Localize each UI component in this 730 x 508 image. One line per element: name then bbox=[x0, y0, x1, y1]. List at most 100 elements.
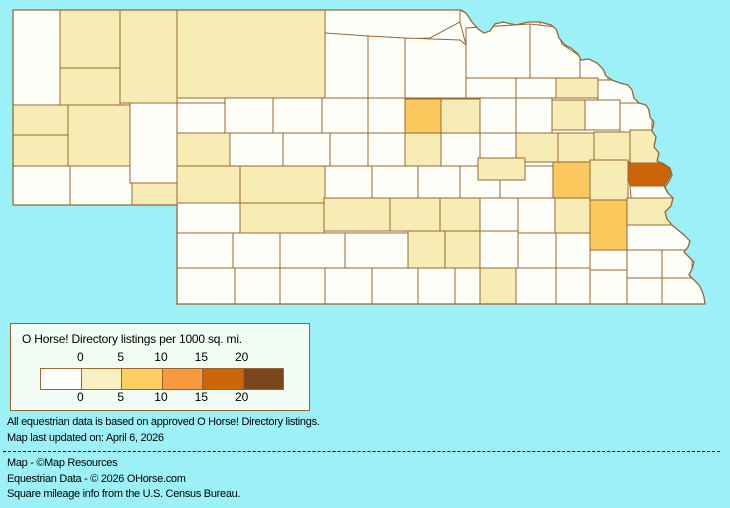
nebraska-map bbox=[12, 9, 706, 305]
legend-tick-label: 20 bbox=[234, 350, 249, 364]
county-se-2 bbox=[517, 197, 556, 234]
county-east-1 bbox=[589, 159, 629, 201]
county-cen-5 bbox=[584, 99, 621, 131]
county-rowc-10 bbox=[589, 249, 628, 271]
county-nw-4 bbox=[59, 67, 121, 106]
state-outline bbox=[12, 9, 706, 305]
county-rowd-10 bbox=[555, 267, 591, 304]
credit-line-data: Equestrian Data - © 2026 OHorse.com bbox=[7, 472, 186, 485]
county-pan-2 bbox=[13, 134, 69, 167]
legend-ticks-top: 0 5 10 15 20 bbox=[11, 350, 309, 364]
legend-swatch-0 bbox=[41, 369, 81, 389]
county-west-1 bbox=[176, 165, 241, 204]
county-cenr-6 bbox=[477, 157, 526, 181]
legend-tick-label: 0 bbox=[76, 390, 84, 404]
legend-swatch-1 bbox=[80, 369, 121, 389]
legend-box: O Horse! Directory listings per 1000 sq.… bbox=[10, 323, 310, 411]
county-cen-1 bbox=[440, 98, 481, 134]
credit-line-map: Map - ©Map Resources bbox=[7, 457, 118, 469]
county-pan-1 bbox=[13, 104, 69, 136]
county-sand-5 bbox=[367, 97, 406, 134]
county-mid-5 bbox=[367, 132, 406, 167]
county-mid-11 bbox=[593, 131, 631, 163]
county-rowd-5 bbox=[371, 267, 419, 304]
county-rowc-12 bbox=[661, 249, 693, 279]
legend-ticks-bottom: 0 5 10 15 20 bbox=[11, 390, 309, 404]
county-metro-dark bbox=[627, 162, 672, 187]
county-rowc-11 bbox=[626, 249, 663, 279]
counties-layer bbox=[13, 10, 705, 304]
county-rowc-4 bbox=[344, 232, 409, 269]
county-valley-3 bbox=[389, 197, 441, 232]
county-pan-6 bbox=[67, 104, 131, 167]
county-rowd-2 bbox=[234, 267, 281, 304]
credit-line-census: Square mileage info from the U.S. Census… bbox=[7, 488, 241, 501]
county-rowd-12 bbox=[626, 277, 663, 304]
county-mid-12 bbox=[629, 129, 662, 164]
county-east-gold bbox=[552, 161, 591, 199]
county-mid-7 bbox=[440, 132, 481, 167]
county-mid-10 bbox=[557, 132, 595, 163]
legend-tick-label: 5 bbox=[117, 390, 124, 404]
county-se-5 bbox=[626, 224, 696, 251]
county-cen-3 bbox=[515, 97, 553, 134]
county-rowc-5 bbox=[407, 230, 446, 269]
county-ne-2 bbox=[529, 23, 581, 81]
county-rowc-3 bbox=[279, 232, 346, 269]
county-pan-4 bbox=[69, 165, 133, 206]
county-mid-2 bbox=[229, 132, 284, 167]
legend-tick-label: 15 bbox=[194, 350, 209, 364]
county-valley-2 bbox=[323, 197, 391, 232]
county-ne-5 bbox=[465, 77, 517, 99]
county-se-1 bbox=[479, 197, 519, 232]
county-rowc-7 bbox=[479, 230, 519, 269]
legend-color-bar bbox=[40, 368, 284, 390]
credits-block: Map - ©Map Resources Equestrian Data - ©… bbox=[7, 456, 241, 503]
legend-tick-label: 15 bbox=[194, 390, 209, 404]
county-se-3 bbox=[554, 197, 591, 234]
county-mid-6 bbox=[404, 132, 442, 167]
legend-tick-label: 20 bbox=[234, 390, 249, 404]
county-nw-2 bbox=[59, 10, 121, 69]
county-cenr-1 bbox=[324, 165, 373, 199]
county-nw-3 bbox=[119, 10, 178, 104]
county-n-3 bbox=[324, 32, 369, 99]
county-rowd-9 bbox=[515, 267, 557, 304]
county-rowc-1 bbox=[176, 232, 234, 269]
county-north-big bbox=[176, 10, 326, 99]
county-cen-4 bbox=[551, 99, 586, 131]
legend-tick-label: 10 bbox=[154, 390, 168, 404]
county-rowc-2 bbox=[232, 232, 281, 269]
legend-swatch-5 bbox=[242, 369, 283, 389]
county-ne-1 bbox=[465, 23, 531, 79]
county-mid-3 bbox=[282, 132, 331, 167]
legend-tick-label: 0 bbox=[76, 350, 84, 364]
county-rowd-11 bbox=[589, 269, 628, 304]
county-valley-1 bbox=[239, 202, 325, 234]
county-rowd-1 bbox=[176, 267, 236, 304]
county-nw-1 bbox=[13, 10, 61, 106]
legend-tick-label: 10 bbox=[154, 350, 168, 364]
county-rowd-8 bbox=[479, 267, 517, 304]
county-ne-3 bbox=[579, 33, 641, 81]
county-rowd-13 bbox=[661, 277, 705, 304]
county-rowc-8 bbox=[517, 232, 557, 269]
note-line-1: All equestrian data is based on approved… bbox=[7, 416, 320, 428]
legend-title: O Horse! Directory listings per 1000 sq.… bbox=[22, 332, 242, 346]
county-cen-gold bbox=[404, 98, 442, 134]
county-pan-3 bbox=[13, 165, 71, 206]
legend-swatch-3 bbox=[161, 369, 202, 389]
county-pan-5 bbox=[131, 182, 178, 206]
legend-swatch-4 bbox=[202, 369, 243, 389]
county-n-4 bbox=[367, 35, 406, 99]
county-sand-4 bbox=[321, 97, 369, 134]
county-mid-4 bbox=[329, 132, 369, 167]
county-mid-1 bbox=[176, 132, 231, 167]
county-ne-6 bbox=[515, 77, 557, 99]
note-line-2: Map last updated on: April 6, 2026 bbox=[7, 432, 164, 444]
county-cen-2 bbox=[479, 97, 517, 134]
county-rowc-9 bbox=[555, 232, 591, 269]
dashed-divider bbox=[3, 451, 720, 452]
county-sand-3 bbox=[272, 97, 323, 134]
county-rowd-3 bbox=[279, 267, 326, 304]
